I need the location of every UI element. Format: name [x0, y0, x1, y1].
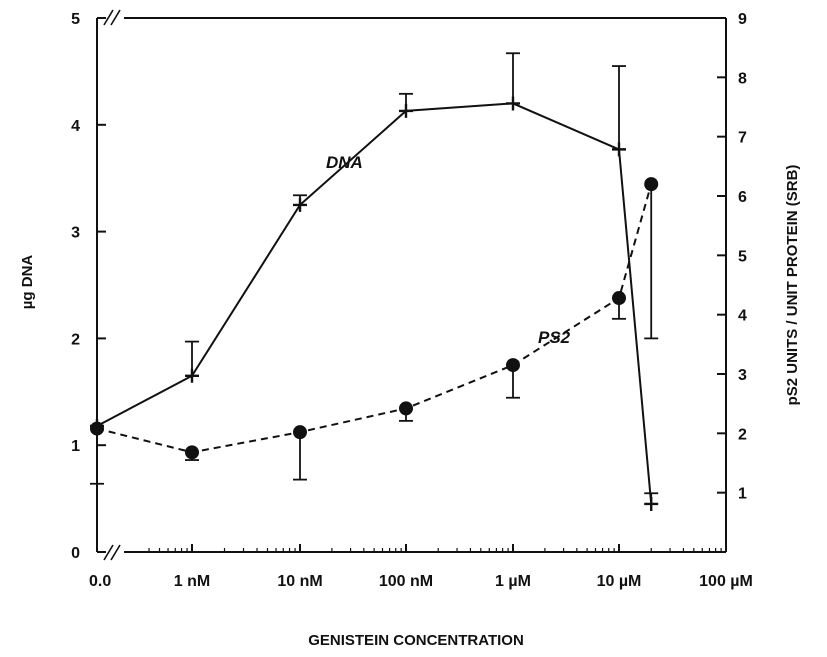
x-tick-label: 100 µM: [699, 573, 753, 590]
y-right-tick-label: 4: [738, 308, 747, 325]
y-right-tick-label: 1: [738, 486, 747, 503]
data-point-ps2: [293, 425, 307, 440]
data-point-dna: [399, 103, 413, 118]
data-point-ps2: [90, 421, 104, 436]
y-left-tick-label: 3: [71, 225, 80, 242]
axes: 0 1 2 3 4 5 1 2 3 4 5 6 7 8 9 0.0 1 nM 10 nM 100 nM 1 µM 10 …: [71, 9, 753, 590]
y-left-tick-label: 0: [71, 545, 80, 562]
y-right-tick-label: 7: [738, 130, 747, 147]
x-tick-label: 1 nM: [174, 573, 210, 590]
series-line-ps2: [96, 183, 653, 454]
data-point-dna: [612, 142, 626, 157]
y-left-tick-label: 4: [71, 118, 80, 135]
y-left-tick-label: 5: [71, 11, 80, 28]
labels: DNA PS2 GENISTEIN CONCENTRATION µg DNA p…: [19, 153, 801, 649]
data-point-dna: [293, 197, 307, 212]
data-point-dna: [506, 96, 520, 111]
top-axis-break: [103, 9, 121, 26]
bottom-axis-break: [103, 544, 121, 561]
series-label-dna: DNA: [326, 153, 363, 172]
y-right-tick-label: 8: [738, 70, 747, 87]
series-line-dna: [96, 102, 653, 504]
y-right-tick-label: 3: [738, 367, 747, 384]
x-tick-label: 1 µM: [495, 573, 531, 590]
data-point-ps2: [185, 445, 199, 460]
y-left-tick-label: 2: [71, 331, 80, 348]
series-label-ps2: PS2: [538, 328, 571, 347]
y-right-tick-label: 9: [738, 11, 747, 28]
data-point-ps2: [506, 358, 520, 373]
y-left-tick-label: 1: [71, 438, 80, 455]
x-tick-label: 100 nM: [379, 573, 433, 590]
data-point-dna: [185, 368, 199, 383]
x-tick-label: 0.0: [89, 573, 111, 590]
data-point-ps2: [612, 291, 626, 306]
y-right-tick-label: 6: [738, 189, 747, 206]
x-axis-title: GENISTEIN CONCENTRATION: [308, 632, 524, 649]
data-point-ps2: [399, 401, 413, 416]
y-right-tick-label: 5: [738, 248, 747, 265]
x-tick-label: 10 nM: [277, 573, 322, 590]
data-point-dna: [644, 496, 659, 511]
y-axis-right-title: pS2 UNITS / UNIT PROTEIN (SRB): [784, 165, 801, 406]
x-tick-label: 10 µM: [597, 573, 642, 590]
y-right-tick-label: 2: [738, 426, 747, 443]
series-layer: [90, 52, 659, 511]
y-axis-left-title: µg DNA: [19, 255, 36, 310]
data-point-ps2: [644, 177, 659, 192]
